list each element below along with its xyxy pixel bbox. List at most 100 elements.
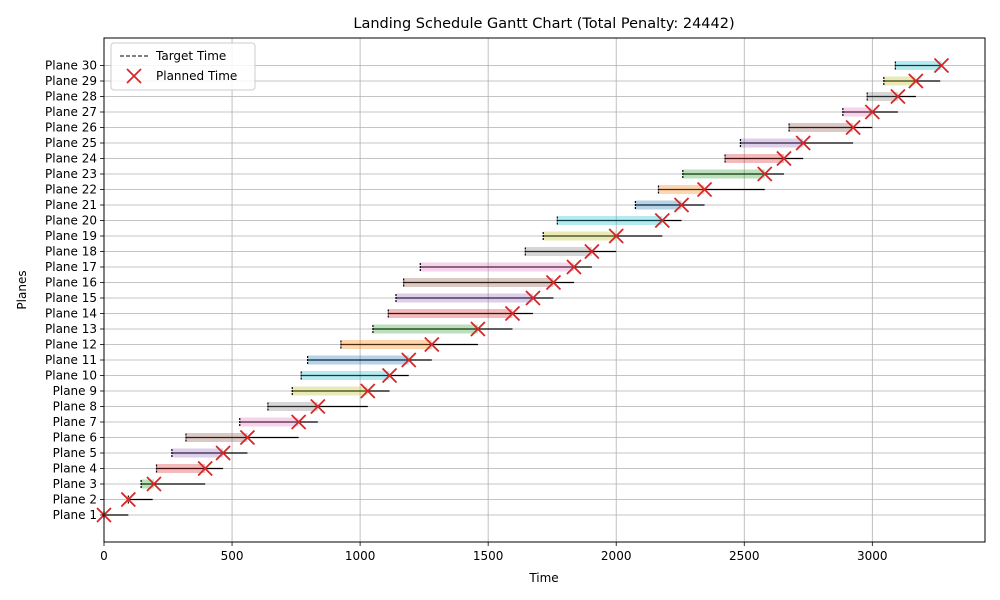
- x-axis-label: Time: [528, 571, 558, 585]
- planned-bar: [388, 309, 513, 318]
- planned-bar: [340, 340, 432, 349]
- y-tick-label: Plane 26: [45, 121, 97, 135]
- y-axis-label: Planes: [15, 270, 29, 309]
- planned-marker: [864, 104, 880, 120]
- planned-bar: [141, 479, 154, 489]
- planned-marker: [545, 274, 562, 291]
- y-tick-label: Plane 9: [53, 384, 97, 398]
- planned-bar: [301, 371, 390, 380]
- planned-bar: [239, 417, 299, 427]
- y-tick-label: Plane 8: [53, 400, 97, 414]
- planned-marker: [360, 383, 376, 399]
- planned-marker: [401, 352, 417, 368]
- legend: Target Time Planned Time: [110, 42, 256, 91]
- chart-title: Landing Schedule Gantt Chart (Total Pena…: [353, 16, 734, 32]
- planned-bar: [543, 231, 617, 241]
- y-tick-label: Plane 19: [45, 229, 97, 243]
- planned-marker: [608, 228, 624, 244]
- y-tick-label: Plane 23: [45, 167, 97, 181]
- x-tick-label: 0: [100, 549, 108, 563]
- planned-marker: [120, 491, 136, 508]
- planned-marker: [566, 259, 582, 275]
- planned-bar: [185, 433, 248, 442]
- y-tick-label: Plane 29: [45, 74, 97, 88]
- y-tick-label: Plane 27: [45, 105, 97, 119]
- planned-marker: [795, 135, 811, 151]
- planned-marker: [654, 212, 670, 229]
- y-tick-label: Plane 16: [45, 276, 97, 290]
- y-tick-label: Plane 24: [45, 152, 97, 166]
- x-tick-label: 2000: [601, 549, 632, 563]
- y-tick-label: Plane 11: [45, 353, 97, 367]
- x-axis: 0 500 1000 1500 2000 2500 3000: [100, 542, 888, 563]
- planned-bar: [403, 278, 554, 287]
- planned-marker: [525, 290, 541, 306]
- planned-marker: [584, 243, 600, 260]
- y-tick-label: Plane 3: [53, 477, 97, 491]
- planned-bar: [883, 76, 916, 86]
- planned-marker: [933, 57, 950, 74]
- planned-marker: [291, 414, 307, 430]
- y-tick-label: Plane 18: [45, 245, 97, 259]
- legend-target-label: Target Time: [155, 49, 226, 63]
- y-tick-label: Plane 14: [45, 307, 97, 321]
- planned-bar: [895, 61, 942, 70]
- planned-marker: [197, 460, 213, 477]
- planned-bar: [682, 169, 765, 179]
- planned-bars: [141, 61, 942, 489]
- planned-bar: [156, 464, 206, 473]
- y-tick-label: Plane 17: [45, 260, 97, 274]
- planned-bar: [867, 92, 898, 101]
- time-windows: [104, 64, 942, 516]
- planned-marker: [146, 476, 162, 492]
- planned-bar: [292, 386, 368, 396]
- y-tick-label: Plane 28: [45, 90, 97, 104]
- y-tick-label: Plane 21: [45, 198, 97, 212]
- planned-bar: [267, 402, 318, 411]
- planned-bar: [842, 107, 873, 117]
- planned-marker: [845, 119, 861, 136]
- x-tick-label: 1000: [345, 549, 376, 563]
- y-tick-label: Plane 6: [53, 431, 97, 445]
- planned-bar: [789, 123, 854, 132]
- planned-marker: [310, 398, 326, 415]
- planned-bar: [725, 154, 784, 163]
- planned-marker: [757, 166, 773, 182]
- planned-marker: [890, 88, 906, 105]
- y-tick-label: Plane 1: [53, 508, 97, 522]
- x-tick-label: 3000: [857, 549, 888, 563]
- y-tick-label: Plane 20: [45, 214, 97, 228]
- planned-marker: [504, 305, 521, 322]
- y-tick-label: Plane 13: [45, 322, 97, 336]
- planned-bar: [635, 200, 682, 210]
- y-tick-label: Plane 7: [53, 415, 97, 429]
- legend-box: [110, 42, 256, 91]
- planned-marker: [424, 336, 440, 353]
- planned-marker: [673, 197, 690, 213]
- planned-bar: [525, 247, 592, 256]
- planned-bar: [372, 324, 478, 334]
- planned-marker: [470, 321, 486, 337]
- y-tick-label: Plane 15: [45, 291, 97, 305]
- y-tick-label: Plane 10: [45, 369, 97, 383]
- y-tick-label: Plane 22: [45, 183, 97, 197]
- planned-bar: [740, 138, 804, 148]
- x-tick-label: 1500: [473, 549, 504, 563]
- y-tick-label: Plane 30: [45, 59, 97, 73]
- target-ticks: [103, 61, 896, 519]
- y-tick-label: Plane 25: [45, 136, 97, 150]
- x-tick-label: 2500: [729, 549, 760, 563]
- planned-bar: [395, 293, 533, 303]
- legend-planned-label: Planned Time: [156, 69, 237, 83]
- planned-marker: [215, 445, 231, 461]
- plot-frame: [103, 37, 986, 543]
- planned-marker: [381, 367, 398, 384]
- planned-bar: [557, 216, 663, 225]
- planned-marker: [908, 73, 924, 89]
- y-tick-label: Plane 2: [53, 493, 97, 507]
- planned-markers: [96, 57, 950, 523]
- y-tick-label: Plane 12: [45, 338, 97, 352]
